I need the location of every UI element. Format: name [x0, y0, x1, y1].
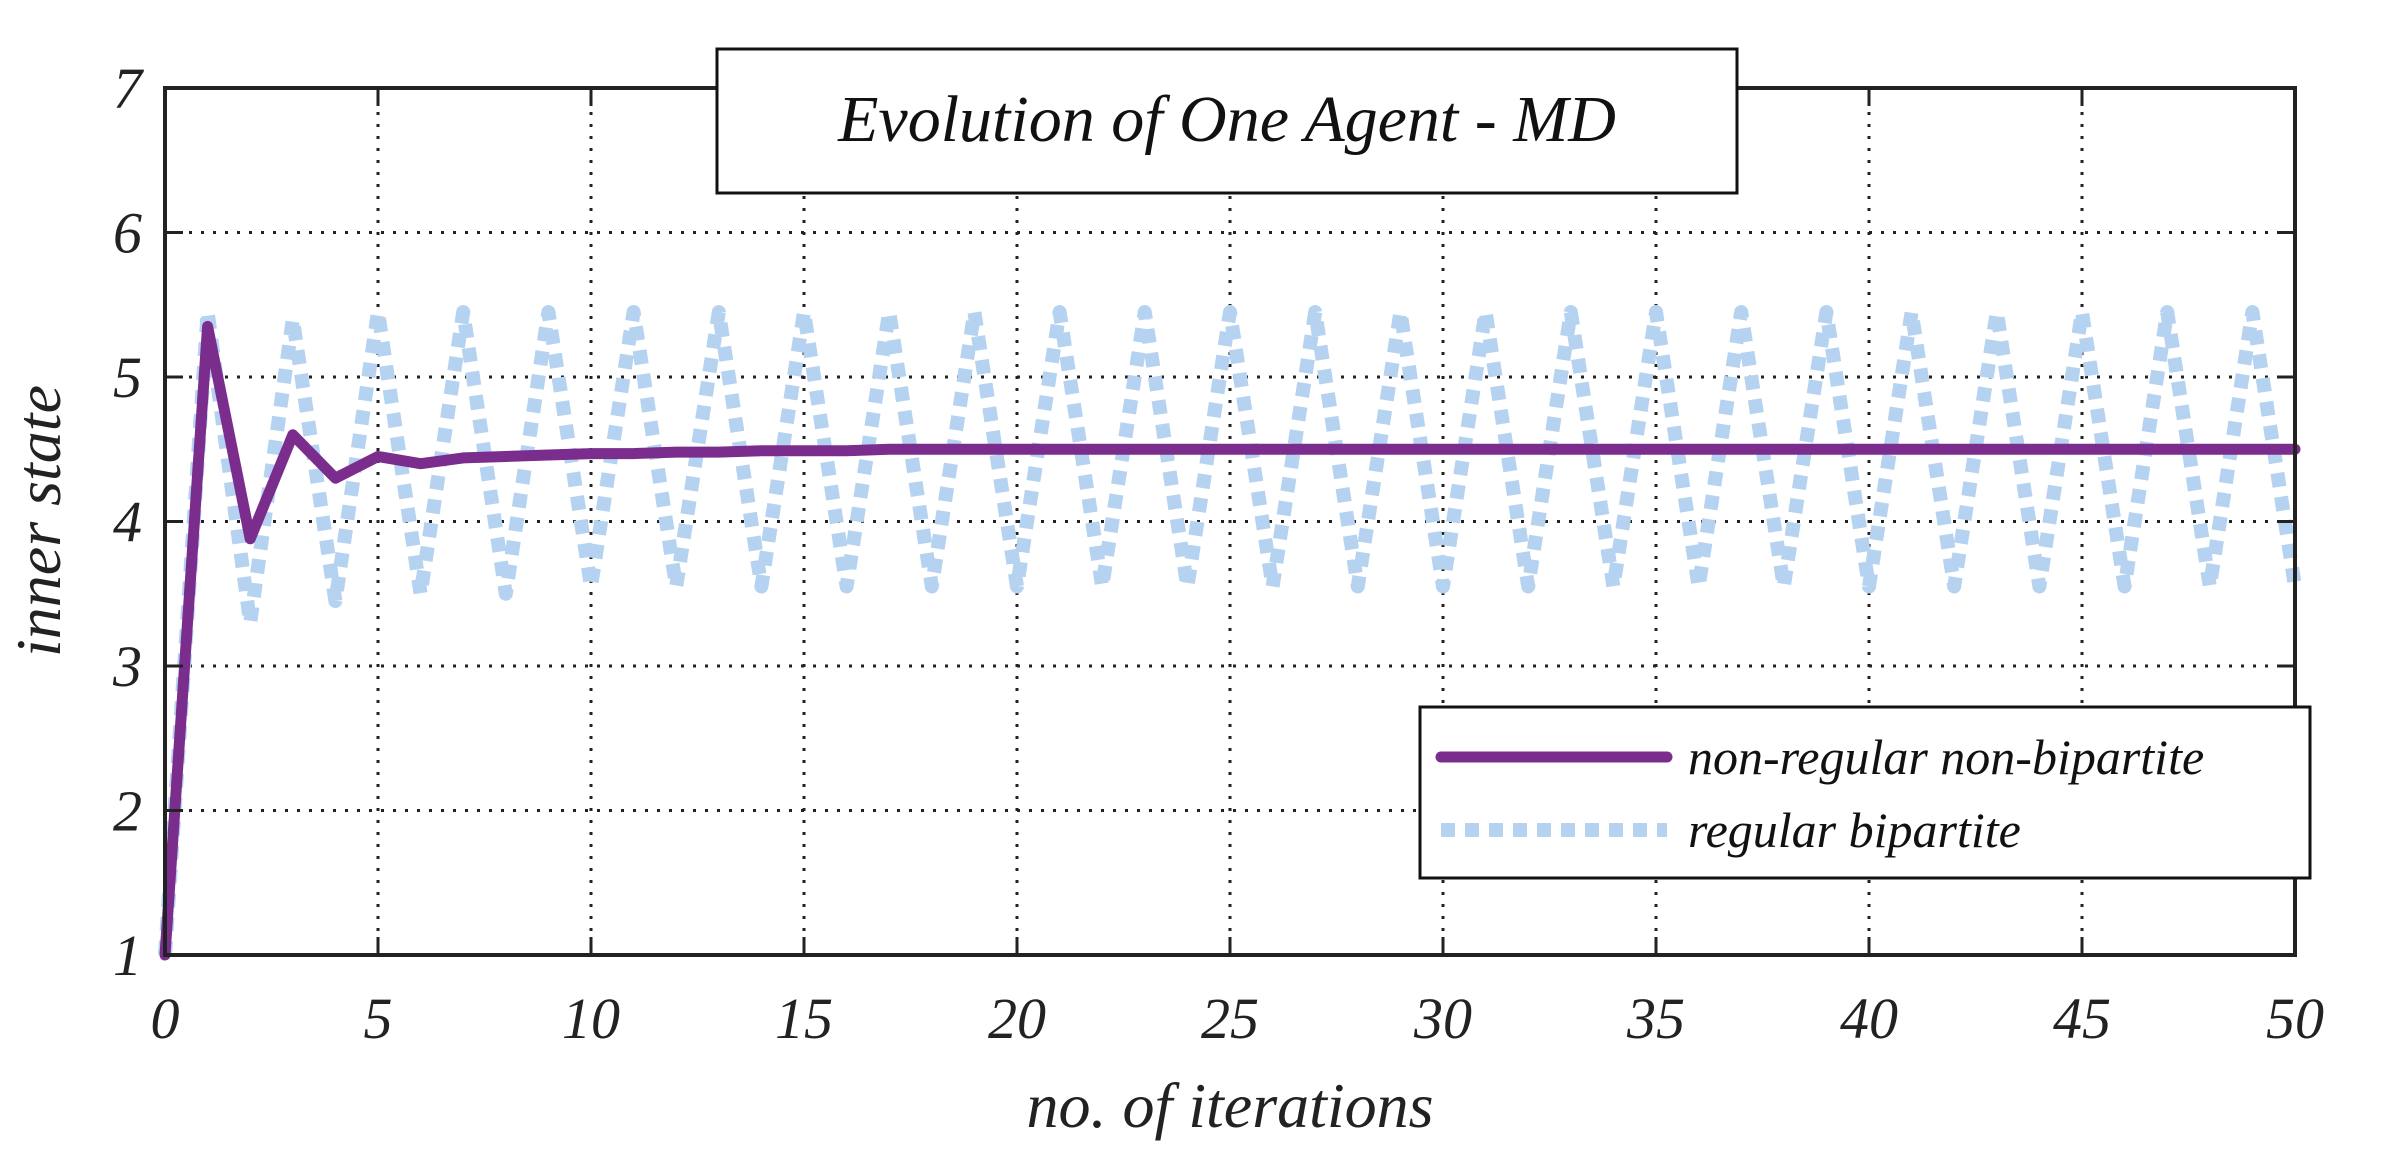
- x-tick-label: 40: [1840, 986, 1898, 1051]
- x-tick-label: 0: [151, 986, 180, 1051]
- series-line-1: [158, 305, 2302, 956]
- legend-label-regular: regular bipartite: [1688, 802, 2021, 858]
- x-axis-label: no. of iterations: [1026, 1070, 1433, 1141]
- legend-frame: [1418, 705, 2312, 880]
- y-tick-label: 2: [113, 779, 142, 844]
- x-tick-label: 35: [1626, 986, 1685, 1051]
- series-line-0: [159, 320, 2301, 961]
- chart-title-box: Evolution of One Agent - MD: [715, 47, 1739, 195]
- x-tick-label: 50: [2266, 986, 2324, 1051]
- y-tick-label: 1: [113, 923, 142, 988]
- legend-label-non-regular: non-regular non-bipartite: [1688, 729, 2204, 785]
- x-tick-label: 25: [1201, 986, 1259, 1051]
- legend: non-regular non-bipartite regular bipart…: [1418, 705, 2312, 880]
- chart-title: Evolution of One Agent - MD: [837, 83, 1616, 156]
- x-tick-label: 5: [364, 986, 393, 1051]
- y-tick-label: 3: [112, 634, 142, 699]
- y-tick-label: 6: [113, 201, 142, 266]
- x-tick-label: 15: [775, 986, 833, 1051]
- y-axis-label: inner state: [3, 385, 74, 657]
- x-tick-label: 20: [988, 986, 1046, 1051]
- x-tick-label: 30: [1413, 986, 1472, 1051]
- y-tick-label: 4: [113, 490, 142, 555]
- y-tick-label: 7: [113, 56, 144, 121]
- x-tick-label: 45: [2053, 986, 2111, 1051]
- y-tick-label: 5: [113, 345, 142, 410]
- x-tick-label: 10: [562, 986, 620, 1051]
- title-box-frame: [715, 47, 1739, 195]
- plot-lines: [158, 305, 2302, 961]
